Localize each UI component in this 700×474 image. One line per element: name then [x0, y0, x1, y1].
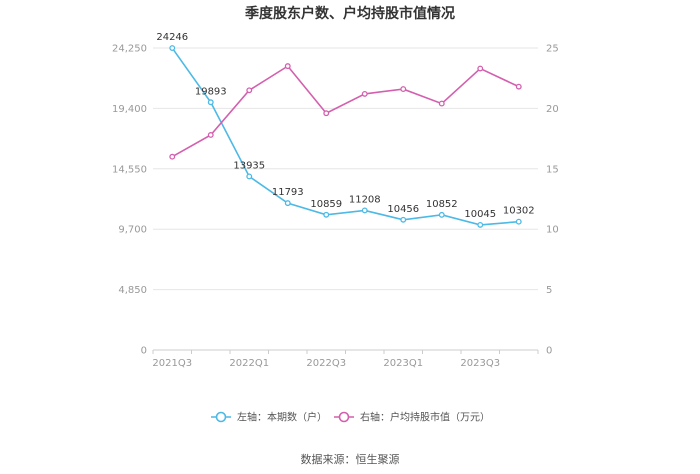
left-tick-label: 0: [141, 346, 147, 357]
right-tick-label: 5: [546, 285, 552, 296]
series-layer: 24246 19893 13935 11793 10859 11208 10456 10852…: [156, 32, 535, 228]
left-tick-label: 9,700: [118, 225, 147, 236]
legend-label[interactable]: 左轴：本期数（户）: [237, 411, 327, 424]
right-tick-label: 0: [546, 346, 552, 357]
data-point[interactable]: [477, 221, 484, 228]
chart-title: 季度股东户数、户均持股市值情况: [244, 5, 455, 22]
data-point[interactable]: [323, 211, 330, 218]
source-note: 数据来源：恒生聚源: [301, 452, 400, 466]
legend-swatch-marker: [215, 411, 227, 423]
data-point[interactable]: [246, 87, 253, 94]
x-axis: 2021Q3 2022Q1 2022Q3 2023Q1 2023Q3: [152, 350, 539, 369]
right-tick-label: 20: [546, 104, 559, 115]
data-label: 13935: [233, 160, 265, 171]
x-tick-label: 2022Q3: [306, 358, 346, 369]
x-tick-label: 2023Q3: [460, 358, 500, 369]
data-label: 10302: [503, 206, 535, 217]
data-point[interactable]: [207, 132, 214, 138]
data-point[interactable]: [477, 65, 484, 72]
data-point[interactable]: [169, 153, 176, 160]
data-point[interactable]: [438, 100, 445, 107]
data-label: 19893: [195, 86, 227, 97]
right-axis: 0 5 10 15 20 25: [546, 44, 559, 357]
data-point[interactable]: [169, 45, 176, 51]
left-tick-label: 19,400: [112, 104, 147, 115]
data-point[interactable]: [323, 110, 330, 117]
data-point[interactable]: [284, 200, 291, 207]
data-label: 10456: [387, 204, 419, 215]
data-point[interactable]: [361, 207, 368, 214]
left-axis: 0 4,850 9,700 14,550 19,400 24,250: [112, 44, 147, 357]
right-tick-label: 25: [546, 44, 559, 55]
data-point[interactable]: [207, 99, 214, 106]
data-point[interactable]: [400, 86, 407, 93]
series-line-holding-value: [171, 65, 520, 158]
data-point[interactable]: [284, 63, 291, 70]
data-point[interactable]: [515, 83, 522, 90]
legend-swatch-marker: [338, 411, 350, 423]
data-point[interactable]: [438, 211, 445, 218]
x-tick-label: 2022Q1: [229, 358, 269, 369]
left-tick-label: 4,850: [118, 285, 147, 296]
data-point[interactable]: [515, 218, 522, 225]
x-tick-label: 2023Q1: [383, 358, 423, 369]
right-tick-label: 10: [546, 225, 559, 236]
legend-label[interactable]: 右轴：户均持股市值（万元）: [360, 411, 490, 424]
left-tick-label: 14,550: [112, 164, 147, 175]
legend: 左轴：本期数（户） 右轴：户均持股市值（万元）: [211, 411, 490, 424]
data-label: 10859: [310, 199, 342, 210]
right-tick-label: 15: [546, 164, 559, 175]
data-label: 11793: [272, 187, 304, 198]
x-tick-label: 2021Q3: [152, 358, 192, 369]
data-point[interactable]: [400, 216, 407, 223]
data-point[interactable]: [361, 90, 368, 97]
series-line-holders: [171, 47, 519, 226]
grid: [153, 47, 538, 351]
data-label: 24246: [156, 32, 188, 43]
data-label: 11208: [349, 194, 381, 205]
data-label: 10852: [426, 199, 458, 210]
data-point[interactable]: [246, 173, 253, 180]
data-label: 10045: [464, 209, 496, 220]
left-tick-label: 24,250: [112, 44, 147, 55]
